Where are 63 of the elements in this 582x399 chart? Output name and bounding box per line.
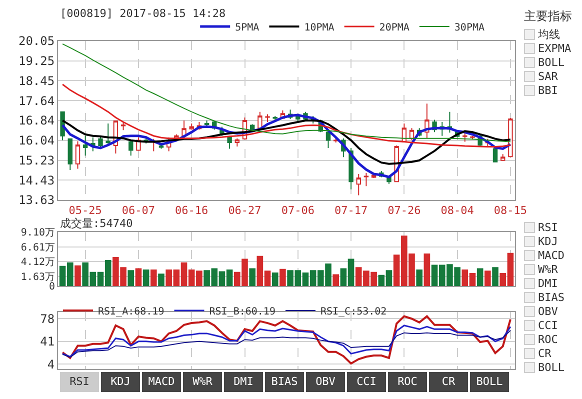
text: KDJ [101, 372, 140, 392]
text: CR [429, 372, 468, 392]
y-tick-label: 18.45 [18, 74, 55, 88]
legend-label: RSI_C:53.02 [320, 306, 387, 318]
text: 主要指标 [524, 8, 572, 25]
text: ROC [538, 332, 558, 346]
text: RSI [538, 220, 558, 234]
legend-label: 20PMA [379, 22, 410, 34]
y-tick-label: 16.84 [18, 114, 55, 128]
y-tick-label: 4.12万 [20, 257, 55, 268]
x-tick-label: 05-25 [68, 204, 102, 218]
y-tick-label: 78 [40, 312, 55, 326]
y-tick-label: 41 [40, 334, 55, 349]
y-tick-label: 17.64 [18, 94, 55, 108]
y-tick-label: 4 [47, 357, 55, 372]
x-tick-label: 07-17 [334, 204, 368, 218]
y-tick-label: 9.10万 [20, 228, 55, 238]
text: DMI [538, 276, 558, 290]
text: OBV [306, 372, 345, 392]
x-tick-label: 08-15 [494, 204, 528, 218]
y-tick-label: 15.23 [18, 154, 55, 168]
text: 均线 [538, 26, 560, 42]
text: BOLL [538, 56, 564, 68]
y-tick-label: 20.05 [18, 34, 55, 48]
legend-label: 30PMA [454, 22, 485, 34]
text: MACD [142, 372, 181, 392]
text: OBV [538, 304, 558, 318]
text: CR [538, 346, 552, 360]
text: W%R [183, 372, 222, 392]
y-tick-label: 19.25 [18, 54, 55, 68]
text: SAR [538, 70, 558, 82]
chart-title: [000819] 2017-08-15 14:28 [60, 6, 226, 20]
legend-label: RSI_B:60.19 [209, 306, 276, 318]
legend-label: RSI_A:68.19 [98, 306, 164, 318]
text: MACD [538, 248, 564, 262]
text: EXPMA [538, 42, 572, 54]
text: CCI [538, 318, 558, 332]
text: RSI [60, 372, 99, 392]
y-tick-label: 13.63 [18, 193, 55, 208]
x-tick-label: 07-06 [281, 204, 314, 218]
legend-label: 5PMA [235, 22, 260, 34]
y-tick-label: 1.63万 [20, 272, 55, 283]
x-tick-label: 06-27 [228, 204, 262, 218]
legend-label: 10PMA [304, 22, 334, 34]
text: BBI [538, 84, 558, 96]
text: KDJ [538, 234, 558, 248]
text: BIAS [265, 372, 304, 392]
text: BOLL [470, 372, 509, 392]
x-tick-label: 08-04 [440, 204, 474, 218]
text: W%R [538, 262, 558, 276]
text: BIAS [538, 290, 564, 304]
text: ROC [388, 372, 427, 392]
text: CCI [347, 372, 386, 392]
y-tick-label: 16.04 [18, 134, 55, 148]
text: DMI [224, 372, 263, 392]
x-tick-label: 07-26 [388, 204, 421, 218]
x-tick-label: 06-07 [122, 204, 156, 218]
y-tick-label: 14.43 [18, 173, 55, 188]
y-tick-label: 6.61万 [20, 242, 55, 254]
y-tick-label: 0 [48, 282, 55, 292]
chart-title: 成交量:54740 [60, 216, 133, 230]
x-tick-label: 06-16 [175, 204, 208, 218]
text: BOLL [538, 360, 564, 374]
